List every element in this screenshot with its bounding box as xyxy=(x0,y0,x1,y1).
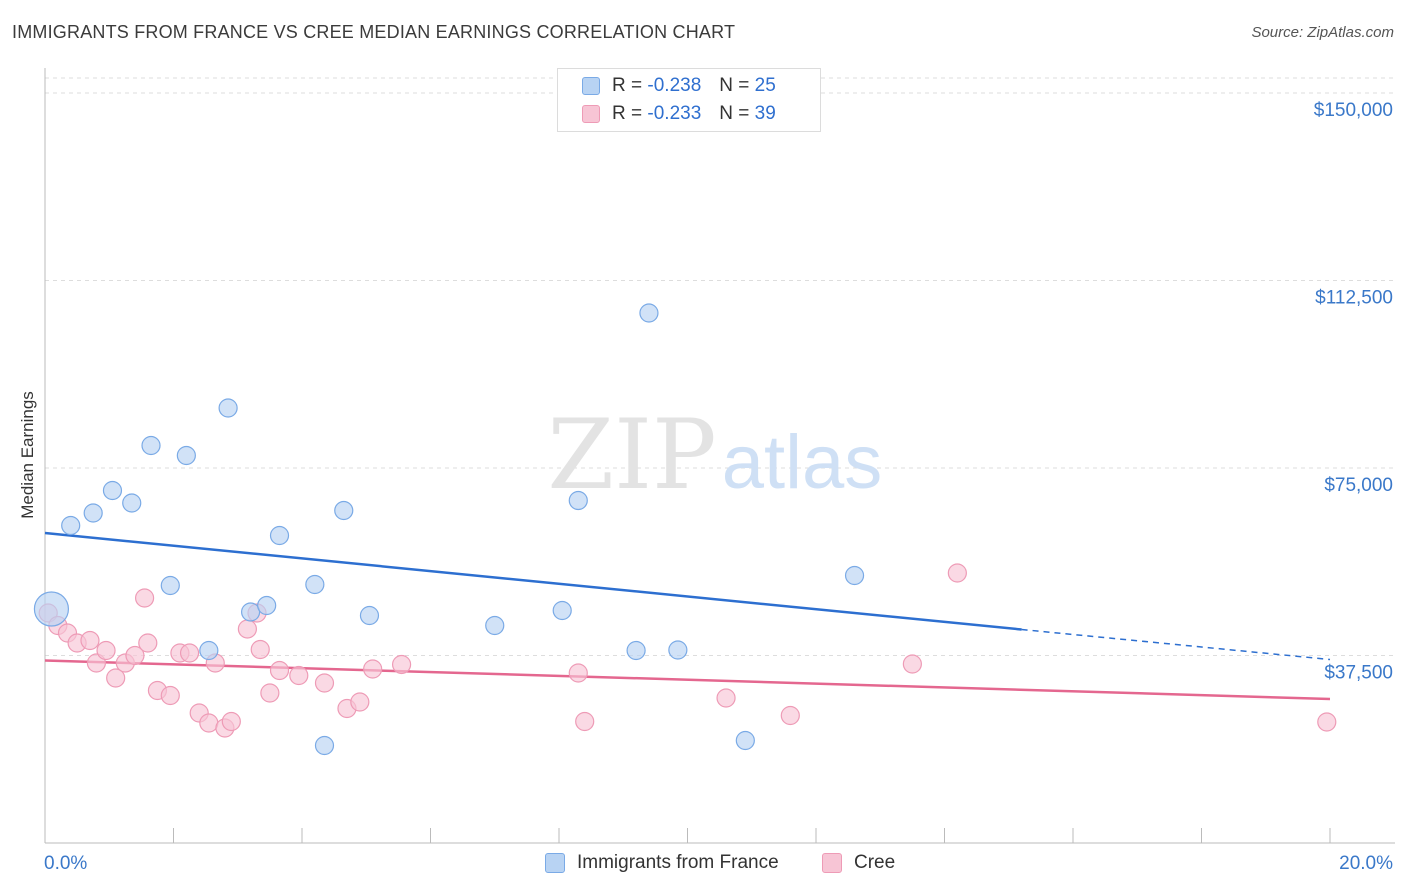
data-point-blue xyxy=(102,480,123,501)
data-point-pink xyxy=(902,654,922,674)
legend-r-label: R = xyxy=(612,75,643,96)
data-point-blue xyxy=(122,493,142,513)
data-point-blue xyxy=(334,500,354,521)
data-point-blue xyxy=(160,575,180,596)
data-point-pink xyxy=(199,713,219,733)
y-tick-label: $150,000 xyxy=(1314,100,1393,121)
legend-n-label: N = xyxy=(719,103,750,124)
data-point-blue xyxy=(485,615,505,636)
data-point-pink xyxy=(96,640,116,661)
data-point-pink xyxy=(575,711,595,732)
legend-r-value-pink: -0.233 xyxy=(647,103,702,124)
data-point-blue xyxy=(735,730,755,751)
data-point-blue xyxy=(626,640,646,661)
axes xyxy=(44,68,1395,844)
data-point-pink xyxy=(716,688,736,708)
data-point-blue xyxy=(257,595,277,616)
x-tick-label-end: 20.0% xyxy=(1339,853,1393,874)
data-point-blue xyxy=(314,735,335,756)
data-point-pink xyxy=(780,705,800,726)
y-tick-label: $112,500 xyxy=(1315,288,1393,309)
legend-swatch-pink xyxy=(582,105,600,123)
data-point-pink xyxy=(125,645,145,666)
y-tick-label: $37,500 xyxy=(1324,663,1393,684)
data-point-blue xyxy=(359,605,380,626)
data-point-blue xyxy=(568,490,588,511)
y-tick-label: $75,000 xyxy=(1324,475,1393,496)
data-point-pink xyxy=(947,563,967,583)
legend-row-blue: R = -0.238 N = 25 xyxy=(582,74,776,98)
tick-labels: $37,500 $75,000 $112,500 $150,000 0.0% 20.0% xyxy=(44,100,1393,874)
legend-n-label: N = xyxy=(719,75,750,96)
data-point-pink xyxy=(391,654,412,675)
data-point-blue xyxy=(33,591,70,627)
bottom-legend-pink: Cree xyxy=(822,852,895,874)
data-point-pink xyxy=(260,683,280,703)
legend-n-value-blue: 25 xyxy=(754,75,776,96)
data-point-blue xyxy=(639,303,659,323)
data-point-pink xyxy=(269,660,290,681)
data-point-blue xyxy=(61,515,81,536)
bottom-legend-blue: Immigrants from France xyxy=(545,852,779,874)
data-point-pink xyxy=(160,685,180,706)
data-point-pink xyxy=(363,659,383,679)
watermark-atlas: atlas xyxy=(722,420,883,505)
data-point-blue xyxy=(552,600,572,621)
legend-row-pink: R = -0.233 N = 39 xyxy=(582,102,776,126)
data-point-pink xyxy=(106,668,126,688)
x-tick-label-start: 0.0% xyxy=(44,853,87,874)
data-point-blue xyxy=(668,640,688,660)
legend-n-value-pink: 39 xyxy=(754,103,776,124)
data-point-pink xyxy=(1317,712,1337,732)
data-point-blue xyxy=(199,640,219,661)
data-point-pink xyxy=(221,711,241,732)
data-point-pink xyxy=(80,630,100,651)
legend-swatch-blue xyxy=(582,77,600,95)
data-point-pink xyxy=(289,665,309,686)
data-point-blue xyxy=(305,574,325,595)
data-point-pink xyxy=(250,639,270,660)
correlation-legend: R = -0.238 N = 25 R = -0.233 N = 39 xyxy=(557,68,821,132)
data-point-blue xyxy=(176,445,196,466)
y-axis-label: Median Earnings xyxy=(18,391,37,519)
trend-line-blue xyxy=(44,531,1022,631)
gridlines xyxy=(45,77,1395,656)
trend-lines xyxy=(44,531,1331,701)
bottom-legend-label-pink: Cree xyxy=(854,852,896,873)
data-point-pink xyxy=(350,692,370,712)
data-point-blue xyxy=(844,565,865,586)
trend-line-pink xyxy=(44,659,1331,701)
data-point-pink xyxy=(568,663,588,683)
source-label: Source: ZipAtlas.com xyxy=(1251,24,1394,41)
data-point-pink xyxy=(314,673,335,693)
data-point-pink xyxy=(237,619,257,639)
bottom-legend-swatch-blue xyxy=(545,853,565,873)
data-point-blue xyxy=(83,503,103,523)
trend-line-extension-blue xyxy=(1021,628,1331,661)
data-point-pink xyxy=(134,588,155,608)
data-point-blue xyxy=(241,602,261,622)
data-point-pink xyxy=(138,633,158,653)
chart-title: IMMIGRANTS FROM FRANCE VS CREE MEDIAN EA… xyxy=(12,22,736,42)
legend-r-value-blue: -0.238 xyxy=(647,75,702,96)
data-point-blue xyxy=(218,398,238,418)
data-point-blue xyxy=(141,435,161,456)
data-points xyxy=(33,303,1337,756)
watermark: ZIP atlas xyxy=(547,399,882,511)
bottom-legend-swatch-pink xyxy=(822,853,842,873)
legend-r-label: R = xyxy=(612,103,643,124)
data-point-blue xyxy=(269,525,290,546)
bottom-legend-label-blue: Immigrants from France xyxy=(577,852,779,873)
data-point-pink xyxy=(179,643,200,663)
